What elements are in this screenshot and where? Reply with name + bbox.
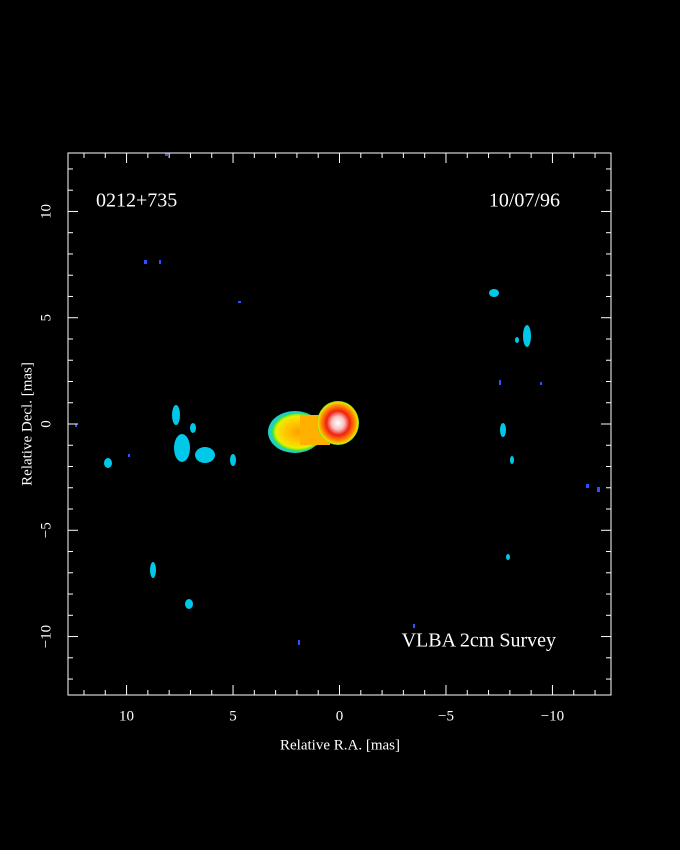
x-tick-label: 10 — [119, 708, 134, 724]
noise — [104, 289, 531, 609]
x-tick-label: −5 — [438, 708, 454, 724]
date: 10/07/96 — [489, 190, 560, 212]
y-tick-label: −5 — [38, 522, 54, 538]
source-name: 0212+735 — [96, 190, 177, 212]
y-tick-label: 5 — [38, 314, 54, 322]
x-axis-label: Relative R.A. [mas] — [280, 737, 400, 753]
y-tick-label: −10 — [38, 625, 54, 648]
survey: VLBA 2cm Survey — [402, 630, 556, 652]
core — [317, 401, 359, 445]
x-tick-label: 0 — [336, 708, 344, 724]
y-axis-label: Relative Decl. [mas] — [19, 362, 35, 486]
x-tick-label: 5 — [229, 708, 237, 724]
x-tick-label: −10 — [541, 708, 564, 724]
y-tick-label: 0 — [38, 420, 54, 428]
y-tick-label: 10 — [38, 204, 54, 219]
noise-faint — [75, 153, 600, 645]
emission — [75, 153, 600, 645]
